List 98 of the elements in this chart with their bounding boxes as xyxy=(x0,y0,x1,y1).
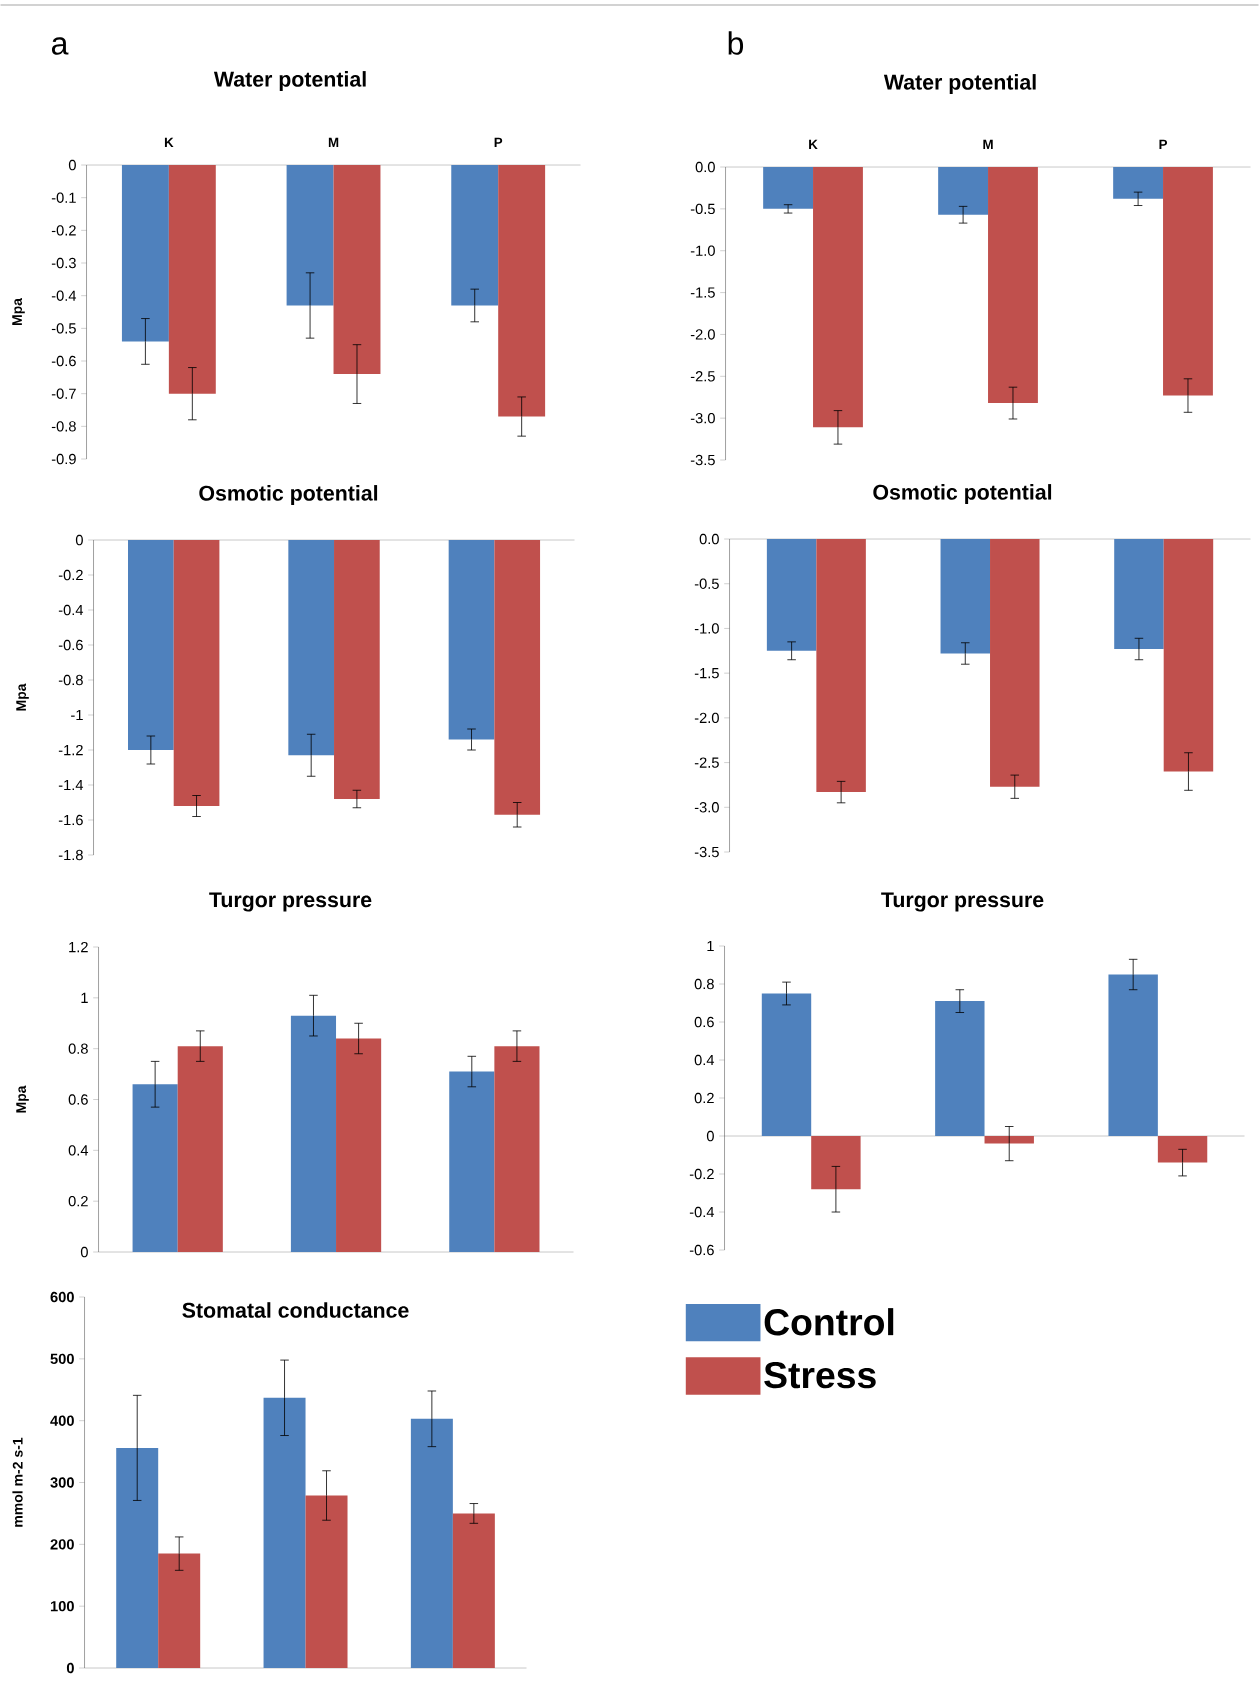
bar xyxy=(1108,974,1158,1137)
y-tick-label: 600 xyxy=(50,1291,74,1303)
y-tick-label: 0.0 xyxy=(699,533,719,545)
bar xyxy=(452,1513,495,1669)
y-tick-label: -1.0 xyxy=(690,245,715,256)
y-tick-label: -1.5 xyxy=(690,287,715,298)
y-tick-label: -1 xyxy=(71,709,83,721)
y-tick-label: -0.2 xyxy=(689,1168,714,1180)
y-tick-label: -0.1 xyxy=(51,192,76,203)
y-tick-label: 1 xyxy=(707,940,714,952)
y-tick-label: 0.6 xyxy=(68,1094,88,1105)
y-tick-label: -3.5 xyxy=(694,846,719,858)
y-axis-title: Mpa xyxy=(16,1085,29,1113)
bar xyxy=(1157,1136,1208,1163)
y-tick-label: -1.6 xyxy=(58,814,83,826)
y-tick-label: -1.0 xyxy=(694,623,719,634)
chart-title: Osmotic potential xyxy=(873,484,1052,504)
y-tick-label: 0.0 xyxy=(695,161,715,173)
y-tick-label: -2.5 xyxy=(690,371,715,382)
x-tick-label: P xyxy=(1159,139,1168,149)
y-tick-label: -0.6 xyxy=(689,1244,714,1256)
y-tick-label: -0.9 xyxy=(51,453,76,465)
y-tick-label: 0 xyxy=(80,1246,88,1258)
y-tick-label: 0.4 xyxy=(694,1054,715,1066)
x-tick-label: M xyxy=(983,139,993,149)
chart-title: Stomatal conductance xyxy=(182,1302,409,1318)
y-tick-label: 300 xyxy=(50,1477,74,1488)
y-tick-label: -0.6 xyxy=(58,639,83,651)
y-tick-label: 0 xyxy=(66,1662,74,1674)
y-tick-label: -0.5 xyxy=(694,578,719,589)
bar xyxy=(410,1418,453,1669)
y-tick-label: -2.5 xyxy=(694,757,719,768)
chart-title: Turgor pressure xyxy=(881,892,1044,912)
chart-title: Water potential xyxy=(213,71,366,91)
chart-title: Turgor pressure xyxy=(209,892,372,912)
legend-label: Stress xyxy=(764,1361,876,1389)
bar xyxy=(811,1136,861,1190)
y-tick-label: -3.5 xyxy=(690,454,715,466)
bar xyxy=(449,1071,495,1253)
bar xyxy=(935,1001,985,1137)
y-tick-label: -0.6 xyxy=(51,355,76,367)
y-tick-label: 0 xyxy=(706,1130,714,1142)
legend-label: Control xyxy=(764,1308,894,1336)
y-tick-label: -0.4 xyxy=(51,290,77,301)
y-tick-label: -2.0 xyxy=(694,712,719,724)
y-tick-label: -1.5 xyxy=(694,668,719,679)
y-tick-label: 0 xyxy=(75,534,83,546)
y-tick-label: 0.2 xyxy=(694,1092,714,1104)
y-tick-label: -1.2 xyxy=(58,744,83,756)
bar xyxy=(158,1553,201,1669)
y-tick-label: 0.8 xyxy=(68,1043,88,1054)
bar xyxy=(494,1046,540,1253)
bar xyxy=(177,1046,223,1253)
y-tick-label: 500 xyxy=(50,1353,74,1365)
y-tick-label: 100 xyxy=(50,1601,74,1612)
y-tick-label: -0.4 xyxy=(58,604,84,616)
y-tick-label: -3.0 xyxy=(690,412,715,424)
y-axis-title: Mpa xyxy=(12,297,25,326)
bar xyxy=(761,993,812,1137)
x-tick-label: K xyxy=(809,139,818,149)
bar xyxy=(336,1038,382,1253)
text: a xyxy=(51,37,69,55)
y-tick-label: -3.0 xyxy=(694,802,719,813)
y-tick-label: 1 xyxy=(81,992,88,1003)
y-tick-label: 0.4 xyxy=(68,1145,89,1156)
bar xyxy=(263,1397,306,1669)
y-tick-label: -0.4 xyxy=(689,1206,715,1218)
y-tick-label: -0.2 xyxy=(58,569,83,581)
bar xyxy=(305,1495,348,1669)
y-tick-label: 0.2 xyxy=(68,1196,88,1207)
y-tick-label: -1.4 xyxy=(58,779,84,791)
bar xyxy=(116,1447,159,1669)
y-tick-label: -2.0 xyxy=(690,329,715,340)
y-tick-label: 0.8 xyxy=(694,978,714,990)
x-tick-label: K xyxy=(164,137,174,147)
x-tick-label: P xyxy=(494,137,503,147)
bar xyxy=(984,1136,1034,1144)
y-tick-label: -0.5 xyxy=(51,323,76,334)
y-axis-title: Mpa xyxy=(16,683,29,711)
bar xyxy=(132,1084,178,1253)
y-axis-title: mmol m-2 s-1 xyxy=(12,1437,23,1527)
chart-title: Water potential xyxy=(883,74,1036,94)
bar xyxy=(290,1015,337,1253)
y-tick-label: -0.2 xyxy=(51,225,76,236)
y-tick-label: -1.8 xyxy=(58,849,83,861)
y-tick-label: -0.8 xyxy=(58,674,83,686)
y-tick-label: -0.7 xyxy=(51,388,76,399)
y-tick-label: 0 xyxy=(68,159,76,171)
y-tick-label: -0.8 xyxy=(51,421,76,432)
y-tick-label: 200 xyxy=(50,1539,74,1550)
y-tick-label: 400 xyxy=(50,1415,74,1426)
y-tick-label: -0.3 xyxy=(51,257,76,269)
y-tick-label: 1.2 xyxy=(69,941,88,953)
chart-title: Osmotic potential xyxy=(199,485,378,505)
y-tick-label: -0.5 xyxy=(690,203,715,215)
x-tick-label: M xyxy=(328,137,339,147)
y-tick-label: 0.6 xyxy=(694,1016,714,1028)
text: b xyxy=(728,31,744,55)
